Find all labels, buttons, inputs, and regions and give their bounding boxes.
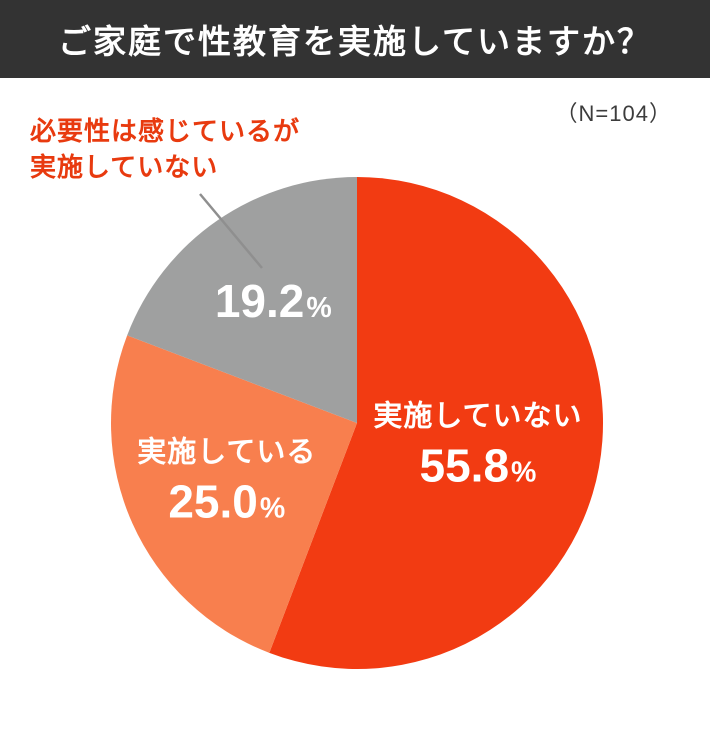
- pie-slices: [111, 177, 604, 669]
- annotation-line-2: 実施していない: [30, 151, 219, 182]
- pie-slice-1: [111, 335, 358, 653]
- annotation-label: 必要性は感じているが 実施していない: [30, 114, 300, 186]
- page-title: ご家庭で性教育を実施していますか？: [57, 23, 652, 60]
- sample-size-note: （N=104）: [555, 101, 672, 126]
- annotation-leader-line: [199, 193, 263, 269]
- pie-slice-2: [127, 177, 357, 423]
- title-bar: ご家庭で性教育を実施していますか？: [0, 0, 710, 78]
- pie-slice-0: [269, 177, 604, 669]
- annotation-line-1: 必要性は感じているが: [30, 116, 301, 146]
